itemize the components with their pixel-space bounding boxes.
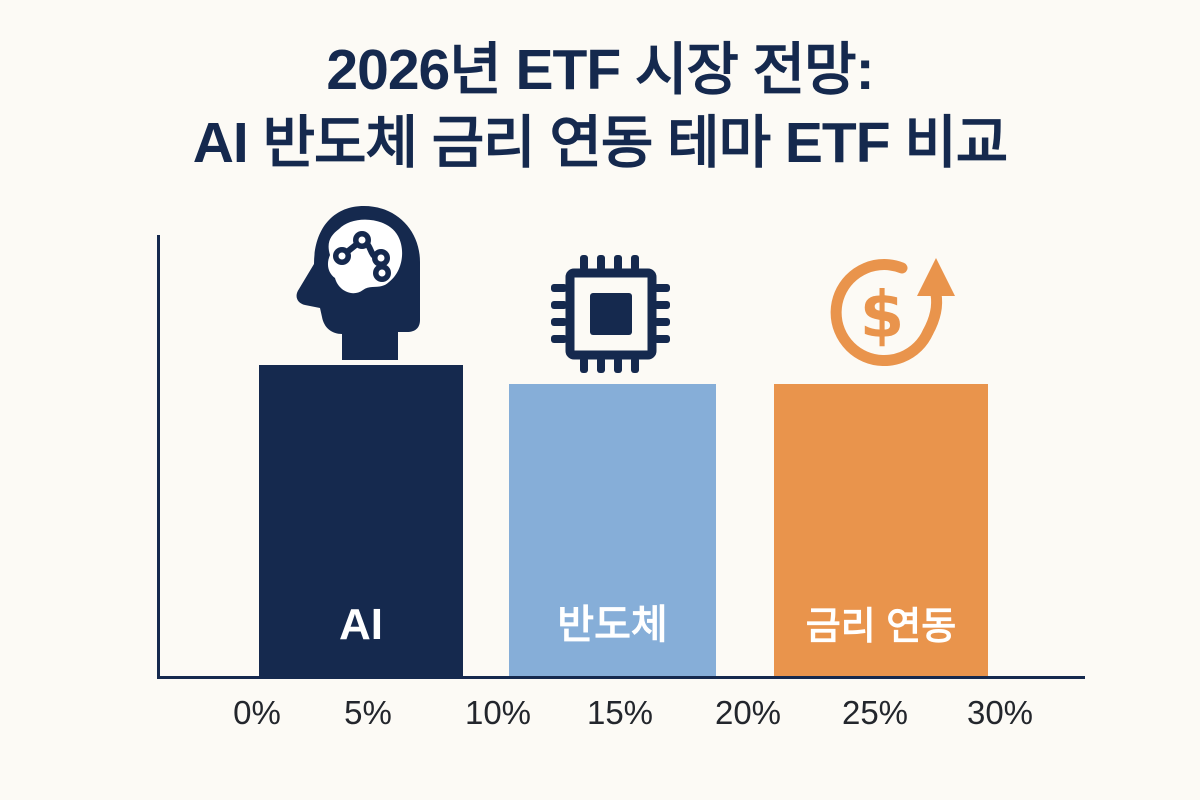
bar-ai: AI [259,365,463,676]
x-tick-10: 10% [464,694,532,731]
x-tick-30: 30% [966,694,1034,731]
bar-semiconductor-label: 반도체 [557,603,668,647]
x-tick-0: 0% [233,694,281,731]
x-tick-5: 5% [344,694,392,731]
x-axis-line [157,676,1085,679]
chart-title-line-2: AI 반도체 금리 연동 테마 ETF 비교 [192,111,1009,175]
chart-title-line-1: 2026년 ETF 시장 전망: [326,38,874,102]
bar-ai-label: AI [339,600,383,649]
bar-interest-rate: 금리 연동 [774,384,988,676]
x-tick-20: 20% [714,694,782,731]
chart-title: 2026년 ETF 시장 전망: AI 반도체 금리 연동 테마 ETF 비교 [0,34,1200,180]
y-axis-line [157,235,160,679]
dollar-cycle-up-icon: $ [818,248,966,383]
cpu-chip-icon [548,252,673,381]
x-tick-25: 25% [841,694,909,731]
ai-brain-head-icon [292,202,428,369]
dollar-glyph: $ [860,279,905,353]
bar-interest-rate-label: 금리 연동 [805,606,957,648]
bar-semiconductor: 반도체 [509,384,716,676]
x-tick-15: 15% [586,694,654,731]
